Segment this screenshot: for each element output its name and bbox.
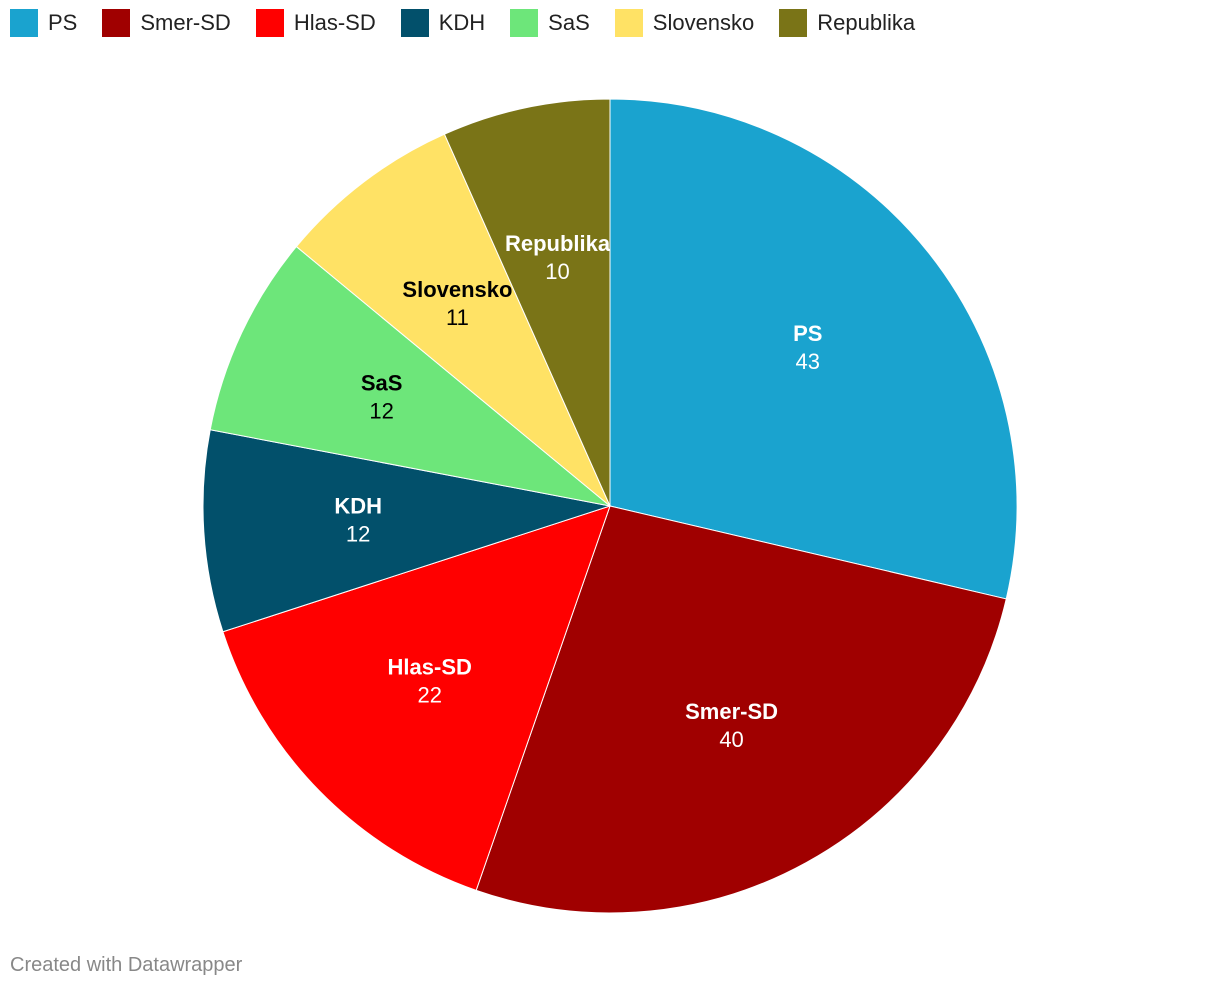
slice-value: 12 <box>369 398 393 423</box>
slice-value: 22 <box>417 682 441 707</box>
legend-swatch <box>400 9 429 37</box>
legend-swatch <box>10 9 38 37</box>
slice-value: 43 <box>796 349 820 374</box>
slice-value: 12 <box>346 522 370 547</box>
slice-label: PS <box>793 321 822 346</box>
legend-swatch <box>779 9 808 37</box>
legend: PS Smer-SD Hlas-SD KDH SaS Slovensko Republika <box>10 9 940 37</box>
pie-slice <box>475 505 1007 914</box>
legend-label: KDH <box>438 10 486 35</box>
slice-label: KDH <box>334 494 382 519</box>
legend-item: Republika <box>779 9 915 37</box>
pie-slice <box>222 505 611 891</box>
slice-label: SaS <box>361 370 403 395</box>
legend-item: Smer-SD <box>102 9 231 37</box>
slice-value: 11 <box>446 305 469 330</box>
legend-item: Hlas-SD <box>255 9 376 37</box>
pie-slice <box>295 133 611 507</box>
legend-item: Slovensko <box>614 9 755 37</box>
pie-slice <box>202 429 611 633</box>
legend-item: PS <box>10 9 77 37</box>
slice-label: Republika <box>505 231 611 256</box>
slice-label: Slovensko <box>402 277 512 302</box>
legend-item: SaS <box>510 9 590 37</box>
pie-slice <box>209 245 611 507</box>
legend-label: Republika <box>817 10 916 35</box>
legend-swatch <box>102 9 131 37</box>
pie-slice <box>443 98 611 507</box>
legend-swatch <box>255 9 284 37</box>
legend-label: Hlas-SD <box>293 10 376 35</box>
legend-item: KDH <box>400 9 486 37</box>
slice-value: 40 <box>719 727 743 752</box>
footer: Created with Datawrapper <box>10 954 243 976</box>
slice-label: Hlas-SD <box>388 654 472 679</box>
legend-label: Slovensko <box>652 10 755 35</box>
legend-label: SaS <box>548 10 590 35</box>
pie-slice <box>609 98 1018 600</box>
legend-label: Smer-SD <box>140 10 231 35</box>
legend-label: PS <box>48 10 78 35</box>
legend-swatch <box>510 9 539 37</box>
slice-value: 10 <box>545 259 569 284</box>
legend-swatch <box>614 9 643 37</box>
slice-label: Smer-SD <box>685 699 778 724</box>
